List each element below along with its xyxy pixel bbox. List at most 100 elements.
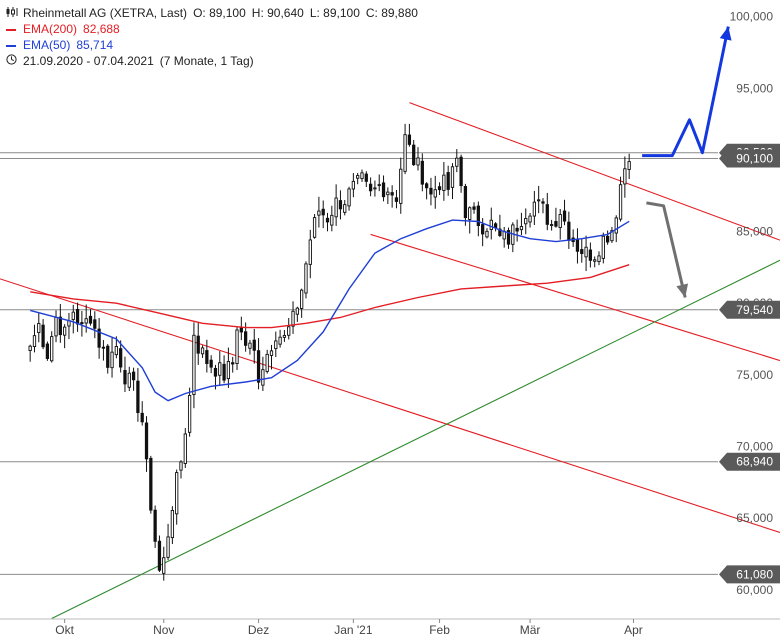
legend-ema50-row: EMA(50) 85,714 <box>6 37 418 53</box>
candle <box>291 301 295 334</box>
candle <box>394 189 399 209</box>
level-label-3: 68,940 <box>719 452 780 471</box>
candle <box>338 190 343 220</box>
candle <box>575 228 580 264</box>
candle <box>235 326 239 370</box>
legend-high: H: 90,640 <box>251 6 304 20</box>
candlestick-icon <box>6 5 19 21</box>
level-label-2: 79,540 <box>719 300 780 319</box>
candle <box>265 349 269 374</box>
candle <box>321 200 325 229</box>
candle <box>166 523 170 561</box>
candle <box>226 347 231 388</box>
legend-ema200-value: 82,688 <box>83 22 120 36</box>
candle <box>58 304 62 343</box>
bearish-scenario-arrow <box>646 201 687 298</box>
candle <box>618 176 623 222</box>
legend-ema50-name: EMA(50) <box>23 38 71 52</box>
candle <box>71 304 75 334</box>
candle <box>610 226 614 244</box>
candle <box>93 311 97 339</box>
candle <box>239 316 243 341</box>
candle <box>597 251 601 266</box>
y-tick-label: 60,000 <box>736 583 773 597</box>
candle <box>123 356 127 392</box>
candle <box>287 318 291 340</box>
candle <box>54 310 58 343</box>
candle <box>502 226 506 248</box>
candle <box>549 219 554 231</box>
candle <box>101 340 106 361</box>
candle <box>131 367 136 391</box>
candle <box>183 428 187 468</box>
trendline-long-down <box>0 278 780 534</box>
candle <box>192 322 196 409</box>
x-tick-label: Mär <box>520 623 541 637</box>
candle <box>330 205 334 232</box>
legend-period-row: 21.09.2020 - 07.04.2021 (7 Monate, 1 Tag… <box>6 53 418 69</box>
candle <box>519 212 524 236</box>
candle <box>149 455 153 514</box>
candle <box>433 175 437 209</box>
y-tick-label: 75,000 <box>736 368 773 382</box>
y-tick-label: 100,000 <box>730 10 774 24</box>
ema200-line <box>30 264 630 329</box>
candle <box>218 351 222 386</box>
candle <box>437 182 442 195</box>
level-label-text: 68,940 <box>736 455 773 469</box>
candle <box>304 261 308 299</box>
candle <box>162 546 166 581</box>
candle <box>528 212 532 228</box>
candle <box>450 163 455 200</box>
candle <box>45 341 50 361</box>
x-tick-label: Feb <box>429 623 450 637</box>
candle <box>37 312 41 343</box>
candle <box>377 174 381 192</box>
level-label-1: 90,100 <box>719 149 780 168</box>
candle <box>399 157 403 214</box>
y-tick-label: 70,000 <box>736 440 773 454</box>
candle <box>489 207 493 240</box>
candle <box>325 212 330 232</box>
y-tick-label: 95,000 <box>736 81 773 95</box>
candle <box>554 207 558 228</box>
candle <box>605 230 610 245</box>
scenario-arrows <box>642 26 732 298</box>
candle <box>498 214 502 238</box>
candle <box>571 229 575 247</box>
candle <box>28 344 32 362</box>
candle <box>231 356 235 373</box>
candle <box>187 387 192 437</box>
candle <box>463 183 468 226</box>
candle <box>593 256 597 268</box>
candle <box>429 177 433 206</box>
candle <box>373 180 377 197</box>
candle <box>368 177 373 197</box>
candle <box>442 162 446 201</box>
trendlines <box>0 102 780 619</box>
trendline-resistance-lower <box>370 233 780 362</box>
candle <box>416 147 420 171</box>
candle <box>127 366 131 392</box>
legend-ema200-row: EMA(200) 82,688 <box>6 21 418 37</box>
legend-close: C: 89,880 <box>365 6 418 20</box>
candle <box>269 344 274 370</box>
bearish-scenario-arrow-head <box>676 283 689 298</box>
x-tick-label: Nov <box>153 623 174 637</box>
legend-low: L: 89,100 <box>309 6 360 20</box>
candle <box>119 340 123 373</box>
candle <box>364 171 368 188</box>
candle <box>601 232 605 264</box>
candle <box>588 242 593 268</box>
candle <box>562 199 567 226</box>
candle <box>256 338 261 390</box>
x-tick-label: Okt <box>55 623 74 637</box>
ema50-line-icon <box>6 37 19 53</box>
candle <box>136 368 140 422</box>
trendline-resistance-upper <box>409 102 780 241</box>
chart-legend: Rheinmetall AG (XETRA, Last) O: 89,100 H… <box>6 5 418 69</box>
x-tick-label: Jan '21 <box>334 623 373 637</box>
candle <box>515 219 519 242</box>
candle <box>222 355 226 384</box>
